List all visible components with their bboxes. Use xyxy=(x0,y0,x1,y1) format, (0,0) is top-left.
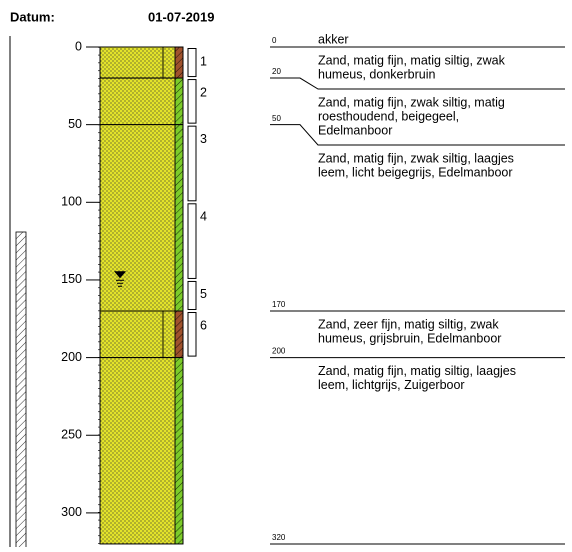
strip-hatch xyxy=(175,125,183,311)
depth-label: 0 xyxy=(272,36,277,45)
strip-hatch xyxy=(175,47,183,78)
borehole-log: Datum: 01-07-2019 0501001502002503001234… xyxy=(0,0,572,547)
sample xyxy=(188,49,196,77)
strip-hatch xyxy=(175,358,183,544)
description: Zand, matig fijn, matig siltig, zwak xyxy=(318,53,506,67)
strip-hatch xyxy=(175,311,183,358)
sample xyxy=(188,204,196,279)
sample xyxy=(188,281,196,309)
soil-layer xyxy=(100,311,175,358)
sample-label: 2 xyxy=(200,85,207,99)
description: Zand, matig fijn, zwak siltig, laagjes xyxy=(318,151,514,165)
tick-label: 100 xyxy=(61,195,82,209)
sample-label: 6 xyxy=(200,318,207,332)
tick-label: 50 xyxy=(68,117,82,131)
description: Zand, matig fijn, zwak siltig, matig xyxy=(318,95,505,109)
date: 01-07-2019 xyxy=(148,9,215,24)
description: Edelmanboor xyxy=(318,123,392,137)
minor-ticks xyxy=(93,47,100,544)
sample xyxy=(188,80,196,124)
depth-label: 20 xyxy=(272,67,281,76)
sample xyxy=(188,126,196,201)
description: roesthoudend, beigegeel, xyxy=(318,109,459,123)
depth-label: 320 xyxy=(272,533,286,542)
depth-label: 50 xyxy=(272,114,281,123)
strip-hatch xyxy=(175,78,183,125)
log: 0 50 100 150 200 250 300 1 2 3 4 5 6 akker 0 Zand, mati… xyxy=(61,32,565,544)
description: humeus, donkerbruin xyxy=(318,67,435,81)
soil-layer xyxy=(100,358,175,544)
description: Zand, zeer fijn, matig siltig, zwak xyxy=(318,317,499,331)
tick-label: 0 xyxy=(75,39,82,53)
soil-layer xyxy=(100,125,175,311)
depth-label: 200 xyxy=(272,347,286,356)
tick-label: 250 xyxy=(61,428,82,442)
depth-label: 170 xyxy=(272,300,286,309)
page: Datum: 01-07-2019 0501001502002503001234… xyxy=(0,0,572,547)
side-column xyxy=(16,232,26,547)
sample-label: 1 xyxy=(200,54,207,68)
tick-label: 300 xyxy=(61,505,82,519)
sample xyxy=(188,313,196,357)
soil-layer xyxy=(100,47,175,78)
description: humeus, grijsbruin, Edelmanboor xyxy=(318,331,501,345)
tick-label: 150 xyxy=(61,272,82,286)
description: leem, lichtgrijs, Zuigerboor xyxy=(318,378,465,392)
tick-label: 200 xyxy=(61,350,82,364)
date-label: Datum: xyxy=(10,9,55,24)
soil-layer xyxy=(100,78,175,125)
sample-label: 3 xyxy=(200,132,207,146)
description: leem, licht beigegrijs, Edelmanboor xyxy=(318,165,513,179)
surface-note: akker xyxy=(318,32,349,46)
sample-label: 5 xyxy=(200,287,207,301)
boundary xyxy=(270,125,565,145)
sample-label: 4 xyxy=(200,210,207,224)
description: Zand, matig fijn, matig siltig, laagjes xyxy=(318,364,516,378)
